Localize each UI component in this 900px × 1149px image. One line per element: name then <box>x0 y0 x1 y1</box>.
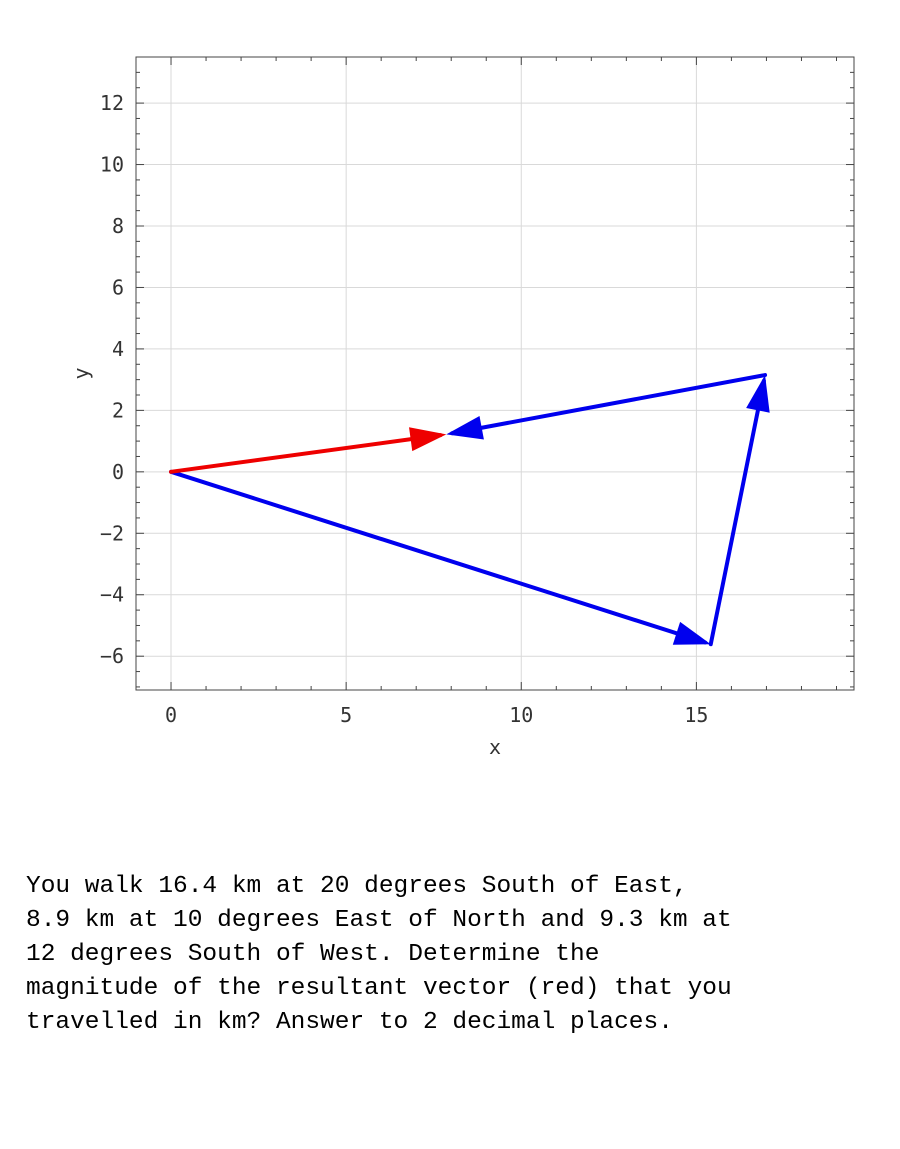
y-tick-label: 0 <box>112 460 124 484</box>
resultant-vector-arrowhead <box>409 427 447 452</box>
axis-ticks <box>135 56 854 690</box>
y-tick-label: 8 <box>112 214 124 238</box>
vector-plot: 0 5 10 15 −6 −4 −2 0 2 4 6 8 10 12 x y <box>69 56 855 759</box>
x-tick-label: 0 <box>165 703 177 727</box>
grid-lines <box>136 57 854 690</box>
displacement-vector-2-arrowhead <box>746 375 770 413</box>
x-axis-label: x <box>489 735 501 759</box>
displacement-vector-3-arrowhead <box>446 415 484 440</box>
displacement-vector-1 <box>169 469 708 645</box>
displacement-vector-2 <box>708 378 766 647</box>
y-tick-label: −2 <box>100 521 124 545</box>
question-text: You walk 16.4 km at 20 degrees South of … <box>26 873 732 1036</box>
y-tick-label: 12 <box>100 91 124 115</box>
x-tick-label: 15 <box>684 703 708 727</box>
x-tick-label: 10 <box>509 703 533 727</box>
displacement-vector-1-arrowhead <box>672 621 711 645</box>
x-tick-label: 5 <box>340 703 352 727</box>
y-tick-label: 6 <box>112 275 124 299</box>
resultant-vector <box>169 433 443 474</box>
y-tick-label: 10 <box>100 153 124 177</box>
y-axis-label: y <box>69 367 93 379</box>
y-tick-label: −6 <box>100 644 124 668</box>
y-tick-label: −4 <box>100 583 124 607</box>
tick-labels: 0 5 10 15 −6 −4 −2 0 2 4 6 8 10 12 <box>100 91 709 727</box>
y-tick-label: 2 <box>112 398 124 422</box>
displacement-vector-3 <box>450 373 768 436</box>
plot-frame <box>135 56 855 691</box>
y-tick-label: 4 <box>112 337 124 361</box>
vectors <box>169 373 770 647</box>
